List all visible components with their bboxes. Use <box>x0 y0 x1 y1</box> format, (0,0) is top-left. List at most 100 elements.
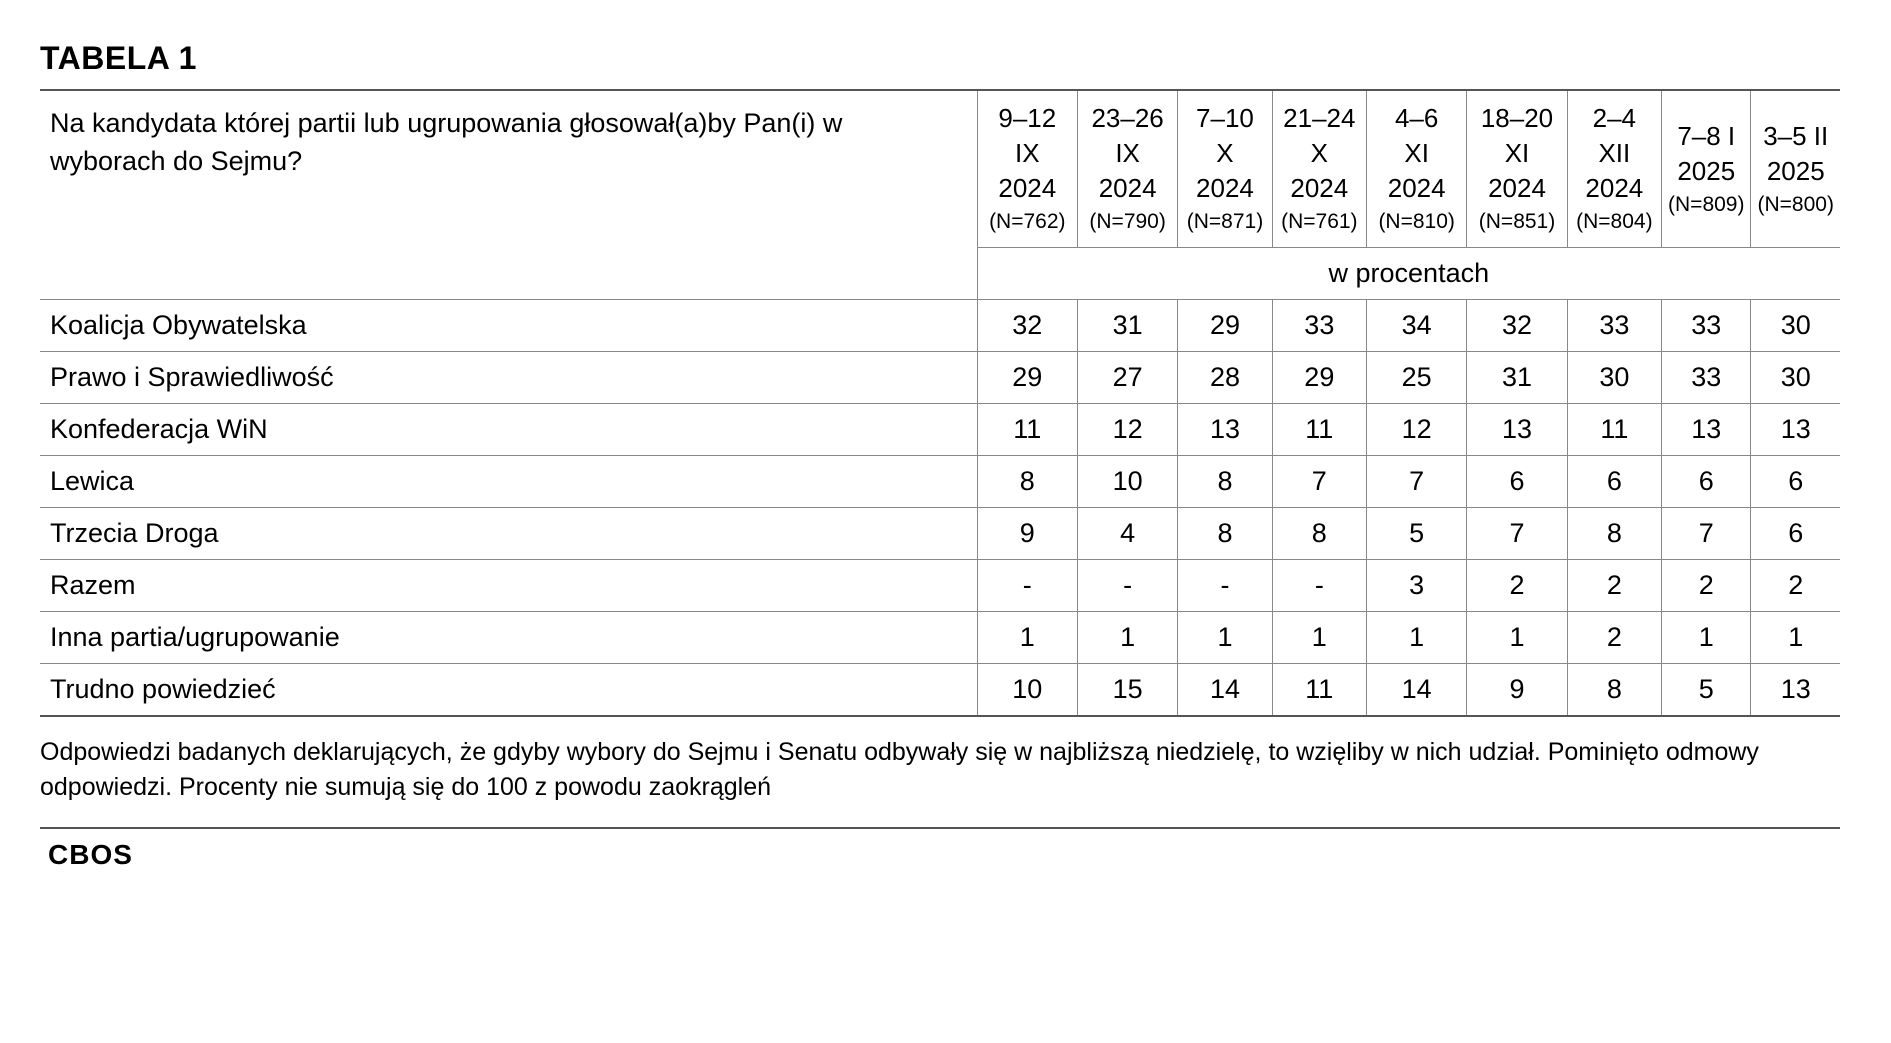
data-cell: 13 <box>1662 403 1751 455</box>
question-cell: Na kandydata której partii lub ugrupowan… <box>40 90 977 299</box>
col-month: IX 2024 <box>984 136 1071 206</box>
col-month: 2025 <box>1668 154 1744 189</box>
data-cell: 32 <box>1467 299 1567 351</box>
col-header-4: 4–6 XI 2024 (N=810) <box>1367 90 1467 247</box>
col-header-7: 7–8 I 2025 (N=809) <box>1662 90 1751 247</box>
col-range: 2–4 XII <box>1574 101 1655 171</box>
data-cell: 13 <box>1178 403 1272 455</box>
data-cell: 1 <box>1751 611 1840 663</box>
data-cell: 33 <box>1567 299 1661 351</box>
col-header-6: 2–4 XII 2024 (N=804) <box>1567 90 1661 247</box>
row-label: Lewica <box>40 455 977 507</box>
data-cell: 1 <box>977 611 1077 663</box>
data-cell: 13 <box>1751 663 1840 716</box>
data-cell: 14 <box>1178 663 1272 716</box>
col-range: 7–8 I <box>1668 119 1744 154</box>
data-cell: 31 <box>1467 351 1567 403</box>
data-cell: 2 <box>1567 559 1661 611</box>
row-label: Trudno powiedzieć <box>40 663 977 716</box>
data-cell: 29 <box>1178 299 1272 351</box>
data-cell: 29 <box>1272 351 1366 403</box>
data-cell: 1 <box>1272 611 1366 663</box>
table-row: Inna partia/ugrupowanie 1 1 1 1 1 1 2 1 … <box>40 611 1840 663</box>
data-cell: 25 <box>1367 351 1467 403</box>
data-cell: 30 <box>1751 299 1840 351</box>
data-cell: 11 <box>1272 403 1366 455</box>
data-cell: 11 <box>1272 663 1366 716</box>
data-cell: - <box>977 559 1077 611</box>
table-row: Konfederacja WiN 11 12 13 11 12 13 11 13… <box>40 403 1840 455</box>
data-cell: 8 <box>1567 663 1661 716</box>
col-month: X 2024 <box>1184 136 1265 206</box>
row-label: Konfederacja WiN <box>40 403 977 455</box>
data-cell: 33 <box>1662 299 1751 351</box>
col-month: IX 2024 <box>1084 136 1171 206</box>
table-row: Lewica 8 10 8 7 7 6 6 6 6 <box>40 455 1840 507</box>
table-row: Koalicja Obywatelska 32 31 29 33 34 32 3… <box>40 299 1840 351</box>
row-label: Koalicja Obywatelska <box>40 299 977 351</box>
col-month: XI 2024 <box>1473 136 1560 206</box>
table-header: Na kandydata której partii lub ugrupowan… <box>40 90 1840 299</box>
data-cell: 29 <box>977 351 1077 403</box>
row-label: Prawo i Sprawiedliwość <box>40 351 977 403</box>
data-cell: 6 <box>1467 455 1567 507</box>
table-row: Razem - - - - 3 2 2 2 2 <box>40 559 1840 611</box>
data-cell: 2 <box>1662 559 1751 611</box>
col-header-1: 23–26 IX 2024 (N=790) <box>1077 90 1177 247</box>
col-range: 9–12 <box>984 101 1071 136</box>
data-cell: 7 <box>1272 455 1366 507</box>
data-cell: 33 <box>1272 299 1366 351</box>
data-cell: 11 <box>1567 403 1661 455</box>
data-cell: 8 <box>977 455 1077 507</box>
data-cell: - <box>1272 559 1366 611</box>
table-title: TABELA 1 <box>40 40 1840 77</box>
data-cell: 1 <box>1077 611 1177 663</box>
col-header-3: 21–24 X 2024 (N=761) <box>1272 90 1366 247</box>
data-cell: 2 <box>1567 611 1661 663</box>
table-row: Trudno powiedzieć 10 15 14 11 14 9 8 5 1… <box>40 663 1840 716</box>
data-cell: 10 <box>977 663 1077 716</box>
data-cell: 27 <box>1077 351 1177 403</box>
col-n: (N=790) <box>1084 208 1171 236</box>
poll-table-container: TABELA 1 Na kandydata której partii lub … <box>40 40 1840 871</box>
row-label: Trzecia Droga <box>40 507 977 559</box>
data-cell: 8 <box>1272 507 1366 559</box>
data-cell: 31 <box>1077 299 1177 351</box>
data-cell: 30 <box>1567 351 1661 403</box>
col-month: 2024 <box>1574 171 1655 206</box>
data-cell: 7 <box>1662 507 1751 559</box>
data-cell: 7 <box>1467 507 1567 559</box>
data-cell: 9 <box>1467 663 1567 716</box>
col-n: (N=762) <box>984 208 1071 236</box>
data-cell: - <box>1077 559 1177 611</box>
col-n: (N=800) <box>1757 191 1834 219</box>
col-header-0: 9–12 IX 2024 (N=762) <box>977 90 1077 247</box>
table-row: Prawo i Sprawiedliwość 29 27 28 29 25 31… <box>40 351 1840 403</box>
data-cell: 1 <box>1367 611 1467 663</box>
data-cell: 9 <box>977 507 1077 559</box>
data-cell: 6 <box>1662 455 1751 507</box>
data-cell: 5 <box>1367 507 1467 559</box>
col-month: XI 2024 <box>1373 136 1460 206</box>
header-row-dates: Na kandydata której partii lub ugrupowan… <box>40 90 1840 247</box>
col-n: (N=871) <box>1184 208 1265 236</box>
data-cell: - <box>1178 559 1272 611</box>
col-range: 18–20 <box>1473 101 1560 136</box>
col-n: (N=851) <box>1473 208 1560 236</box>
data-cell: 6 <box>1751 507 1840 559</box>
data-cell: 8 <box>1178 507 1272 559</box>
data-cell: 6 <box>1751 455 1840 507</box>
data-cell: 32 <box>977 299 1077 351</box>
data-cell: 3 <box>1367 559 1467 611</box>
data-cell: 13 <box>1467 403 1567 455</box>
data-cell: 1 <box>1178 611 1272 663</box>
data-cell: 12 <box>1077 403 1177 455</box>
data-cell: 8 <box>1567 507 1661 559</box>
data-cell: 33 <box>1662 351 1751 403</box>
data-cell: 2 <box>1467 559 1567 611</box>
data-cell: 6 <box>1567 455 1661 507</box>
col-n: (N=761) <box>1279 208 1360 236</box>
col-month: X 2024 <box>1279 136 1360 206</box>
table-body: Koalicja Obywatelska 32 31 29 33 34 32 3… <box>40 299 1840 716</box>
data-cell: 1 <box>1662 611 1751 663</box>
